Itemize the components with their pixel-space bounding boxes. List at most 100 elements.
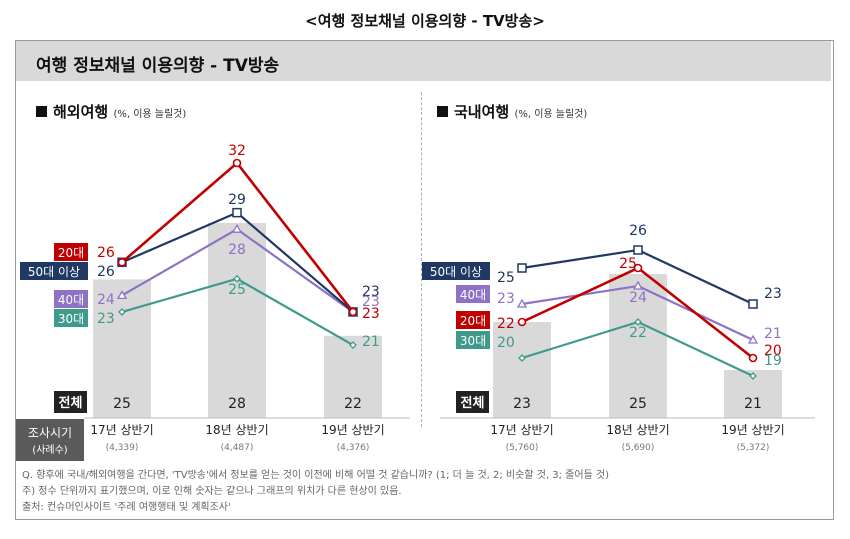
series-marker bbox=[748, 299, 758, 309]
series-data-label: 24 bbox=[97, 292, 115, 308]
total-bar-label: 25 bbox=[113, 396, 131, 412]
header-title: 여행 정보채널 이용의향 - TV방송 bbox=[36, 56, 280, 76]
series-legend-label: 50대 이상 bbox=[28, 265, 80, 279]
square-bullet-icon bbox=[437, 106, 448, 117]
sample-size-label: (5,372) bbox=[737, 443, 770, 453]
sample-size-label: (4,487) bbox=[221, 443, 254, 453]
series-data-label: 26 bbox=[97, 264, 115, 280]
series-marker bbox=[116, 290, 128, 300]
series-marker bbox=[231, 223, 243, 233]
sample-size-label: (4,376) bbox=[337, 443, 370, 453]
series-data-label: 25 bbox=[228, 282, 246, 298]
page-title: <여행 정보채널 이용의향 - TV방송> bbox=[305, 12, 545, 30]
series-legend-box bbox=[456, 331, 490, 349]
series-data-label: 25 bbox=[619, 256, 637, 272]
note-footnote: 주) 정수 단위까지 표기했으며, 이로 인해 숫자는 같으나 그래프의 위치가… bbox=[22, 486, 402, 497]
series-data-label: 19 bbox=[764, 353, 782, 369]
x-tick-label: 18년 상반기 bbox=[606, 423, 669, 437]
total-bar-label: 25 bbox=[629, 396, 647, 412]
series-data-label: 20 bbox=[497, 335, 515, 351]
series-data-label: 29 bbox=[228, 192, 246, 208]
series-marker bbox=[518, 354, 526, 362]
series-marker bbox=[348, 307, 358, 317]
total-bar-label: 23 bbox=[513, 396, 531, 412]
series-data-label: 24 bbox=[629, 290, 647, 306]
series-data-label: 20 bbox=[764, 343, 782, 359]
panel-divider bbox=[421, 92, 422, 427]
series-legend-label: 40대 bbox=[58, 293, 84, 307]
total-bar-label: 28 bbox=[228, 396, 246, 412]
x-tick-label: 19년 상반기 bbox=[721, 423, 784, 437]
series-legend-box bbox=[20, 262, 88, 280]
series-legend-box bbox=[422, 262, 490, 280]
series-data-label: 21 bbox=[764, 326, 782, 342]
survey-period-label: 조사시기 bbox=[28, 426, 72, 440]
series-legend-label: 30대 bbox=[58, 312, 84, 326]
series-marker bbox=[232, 207, 242, 218]
panel-subtitle: (%, 이용 늘릴것) bbox=[113, 109, 187, 120]
square-bullet-icon bbox=[36, 106, 47, 117]
total-label-box bbox=[54, 391, 87, 413]
series-legend-box bbox=[456, 285, 490, 303]
series-data-label: 23 bbox=[362, 294, 380, 310]
sample-count-label: (사례수) bbox=[32, 444, 68, 456]
series-data-label: 32 bbox=[228, 143, 246, 159]
series-legend-label: 50대 이상 bbox=[430, 265, 482, 279]
series-marker bbox=[117, 257, 127, 267]
series-data-label: 23 bbox=[97, 311, 115, 327]
series-legend-label: 20대 bbox=[460, 314, 486, 328]
series-marker bbox=[633, 245, 643, 255]
panel-subtitle: (%, 이용 늘릴것) bbox=[514, 109, 588, 120]
series-data-label: 28 bbox=[228, 242, 246, 258]
series-marker bbox=[748, 353, 758, 363]
sample-size-label: (5,690) bbox=[622, 443, 655, 453]
panel-title-text: 해외여행 bbox=[53, 103, 109, 121]
series-data-label: 22 bbox=[629, 325, 647, 341]
series-data-label: 21 bbox=[362, 334, 380, 350]
total-label: 전체 bbox=[59, 395, 83, 411]
series-marker bbox=[233, 274, 241, 283]
series-data-label: 23 bbox=[362, 306, 380, 322]
series-marker bbox=[747, 334, 759, 344]
series-legend-box bbox=[54, 290, 88, 308]
series-data-label: 26 bbox=[629, 223, 647, 239]
total-label: 전체 bbox=[461, 395, 485, 411]
series-data-label: 25 bbox=[497, 270, 515, 286]
x-tick-label: 17년 상반기 bbox=[90, 423, 153, 437]
x-tick-label: 19년 상반기 bbox=[321, 423, 384, 437]
total-bar bbox=[493, 322, 551, 418]
series-data-label: 23 bbox=[362, 284, 380, 300]
series-data-label: 23 bbox=[497, 291, 515, 307]
series-legend-label: 40대 bbox=[460, 288, 486, 302]
x-tick-label: 17년 상반기 bbox=[490, 423, 553, 437]
series-legend-box bbox=[54, 309, 88, 327]
series-legend-label: 30대 bbox=[460, 334, 486, 348]
x-tick-label: 18년 상반기 bbox=[205, 423, 268, 437]
total-label-box bbox=[456, 391, 489, 413]
sample-size-label: (5,760) bbox=[506, 443, 539, 453]
panel-title-domestic: 국내여행 (%, 이용 늘릴것) bbox=[437, 101, 587, 122]
total-bar bbox=[93, 279, 151, 418]
note-question: Q. 향후에 국내/해외여행을 간다면, 'TV방송'에서 정보를 얻는 것이 … bbox=[22, 470, 610, 481]
series-data-label: 22 bbox=[497, 316, 515, 332]
total-bar bbox=[324, 335, 382, 418]
total-bar bbox=[609, 274, 667, 418]
series-marker bbox=[632, 280, 644, 290]
survey-period-box bbox=[16, 419, 84, 461]
series-marker bbox=[517, 317, 527, 327]
series-marker bbox=[118, 308, 126, 316]
series-legend-box bbox=[456, 311, 490, 329]
total-bar-label: 22 bbox=[344, 396, 362, 412]
sample-size-label: (4,339) bbox=[106, 443, 139, 453]
series-marker bbox=[517, 263, 527, 273]
series-marker bbox=[633, 263, 643, 273]
note-source: 출처: 컨슈머인사이트 '주례 여행행태 및 계획조사' bbox=[22, 502, 231, 513]
total-bar bbox=[208, 223, 266, 418]
series-marker bbox=[634, 318, 642, 326]
panel-title-overseas: 해외여행 (%, 이용 늘릴것) bbox=[36, 101, 186, 122]
series-marker bbox=[349, 341, 357, 349]
series-marker bbox=[749, 372, 757, 380]
series-legend-label: 20대 bbox=[58, 246, 84, 260]
panel-title-text: 국내여행 bbox=[454, 103, 510, 121]
